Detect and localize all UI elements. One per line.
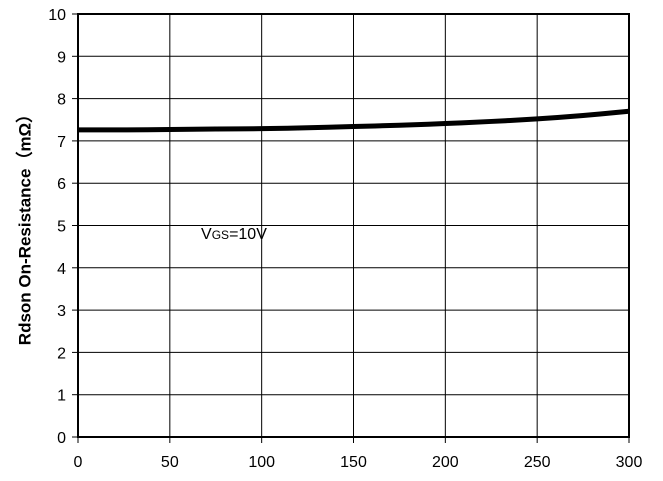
x-axis-ticks: 0 50 100 150 200 250 300 <box>74 437 643 471</box>
y-tick-label: 3 <box>57 303 66 320</box>
x-tick-label: 250 <box>524 454 551 471</box>
x-tick-label: 50 <box>161 454 179 471</box>
grid <box>77 13 630 438</box>
x-tick-label: 300 <box>616 454 643 471</box>
y-axis-label: Rdson On-Resistance（mΩ） <box>14 106 34 345</box>
y-axis-ticks: 0 1 2 3 4 5 6 7 8 9 10 <box>48 7 78 447</box>
y-tick-label: 9 <box>57 49 66 66</box>
annotation-vgs: VGS=10V <box>201 226 267 243</box>
x-tick-label: 100 <box>248 454 275 471</box>
annotations: VGS=10V <box>201 226 267 243</box>
y-tick-label: 1 <box>57 388 66 405</box>
y-tick-label: 5 <box>57 219 66 236</box>
x-tick-label: 200 <box>432 454 459 471</box>
y-tick-label: 8 <box>57 92 66 109</box>
y-tick-label: 10 <box>48 7 66 24</box>
series-group <box>77 108 630 133</box>
y-tick-label: 4 <box>57 261 66 278</box>
y-tick-label: 2 <box>57 345 66 362</box>
y-tick-label: 7 <box>57 134 66 151</box>
x-tick-label: 0 <box>74 454 83 471</box>
y-tick-label: 6 <box>57 176 66 193</box>
x-tick-label: 150 <box>340 454 367 471</box>
y-tick-label: 0 <box>57 430 66 447</box>
series-line <box>77 108 630 133</box>
